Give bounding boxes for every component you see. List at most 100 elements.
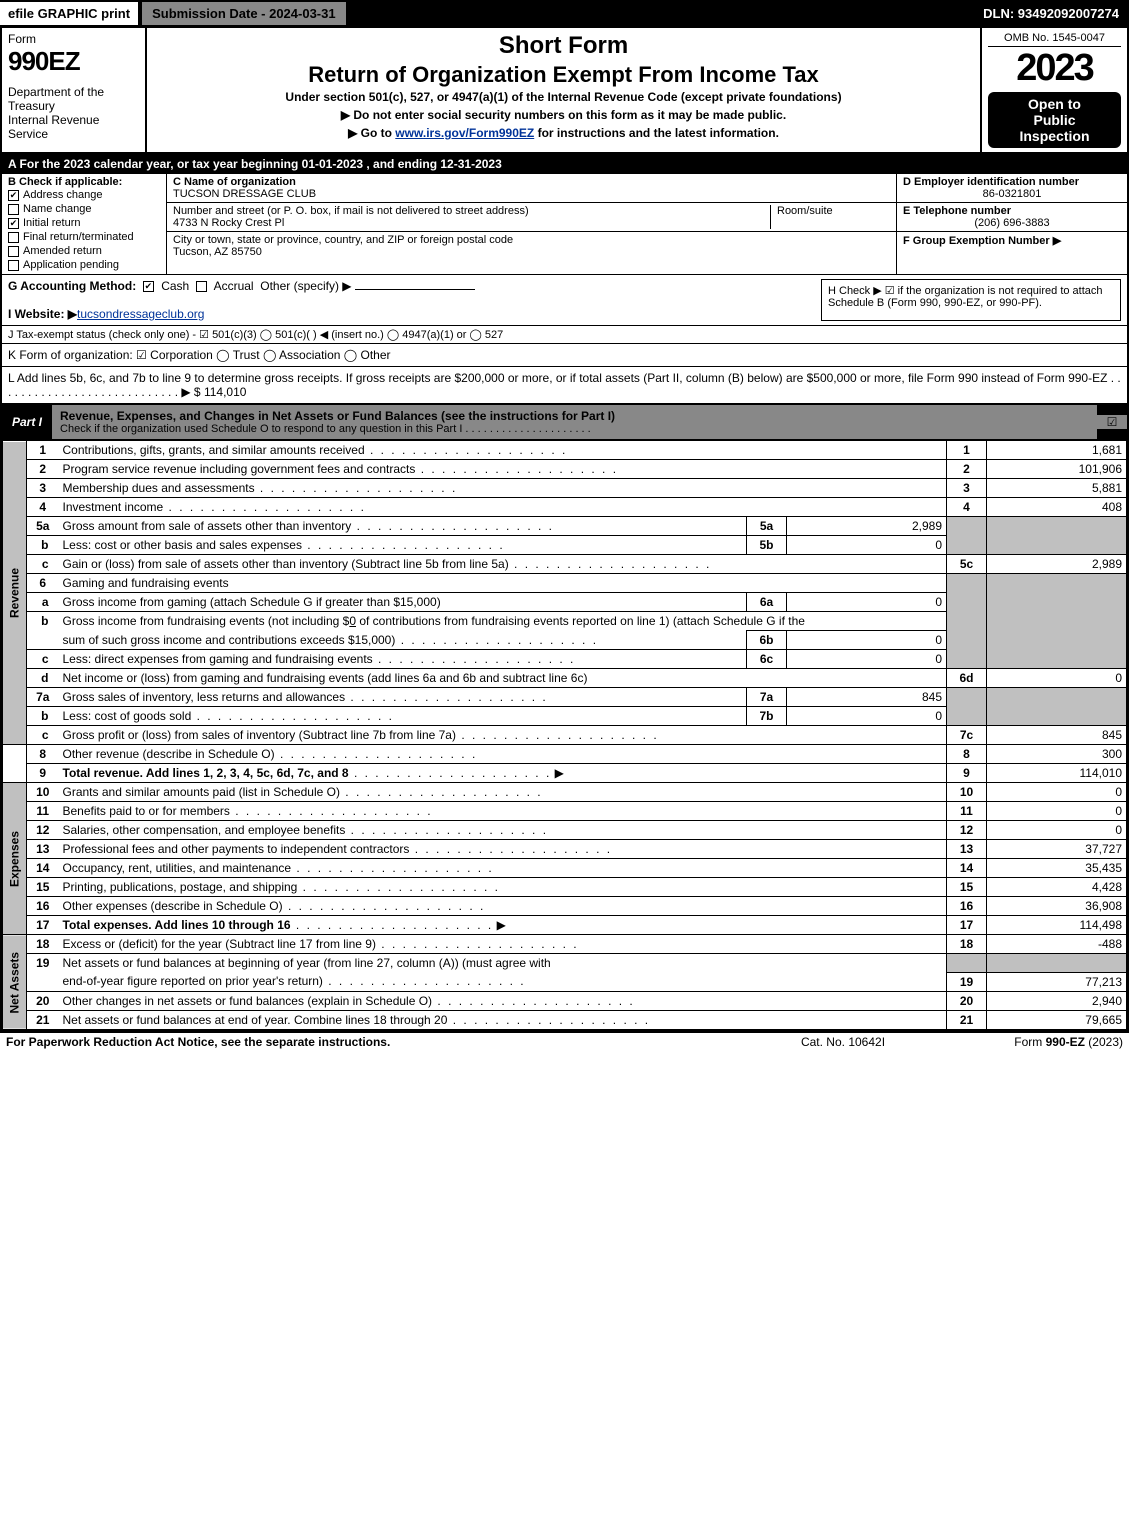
ln19-num: 19 <box>27 954 59 992</box>
other-specify-line[interactable] <box>355 289 475 290</box>
ln7ab-greyval <box>987 688 1127 726</box>
i-label: I Website: ▶ <box>8 307 77 321</box>
line-21: 21 Net assets or fund balances at end of… <box>3 1010 1127 1029</box>
dln-number: DLN: 93492092007274 <box>973 2 1129 25</box>
chk-pending[interactable] <box>8 260 19 271</box>
line-2: 2 Program service revenue including gove… <box>3 460 1127 479</box>
ln15-val: 4,428 <box>987 878 1127 897</box>
line-12: 12 Salaries, other compensation, and emp… <box>3 821 1127 840</box>
public: Public <box>992 112 1117 128</box>
ln4-desc: Investment income <box>63 500 366 514</box>
part1-sub: Check if the organization used Schedule … <box>60 423 1089 435</box>
ln2-desc: Program service revenue including govern… <box>63 462 619 476</box>
chk-accrual[interactable] <box>196 281 207 292</box>
ln5ab-grey <box>947 517 987 555</box>
line-16: 16 Other expenses (describe in Schedule … <box>3 897 1127 916</box>
ln6d-val: 0 <box>987 669 1127 688</box>
ln10-outnum: 10 <box>947 783 987 802</box>
ln7a-num: 7a <box>27 688 59 707</box>
form-ref-pre: Form <box>1014 1035 1045 1049</box>
ln6a-desc: Gross income from gaming (attach Schedul… <box>59 593 747 612</box>
addr-label: Number and street (or P. O. box, if mail… <box>173 205 770 217</box>
ln6d-num: d <box>27 669 59 688</box>
header-right: OMB No. 1545-0047 2023 Open to Public In… <box>982 28 1127 152</box>
side-revenue: Revenue <box>3 441 27 745</box>
section-def: D Employer identification number 86-0321… <box>897 174 1127 274</box>
goto-pre: ▶ Go to <box>348 126 395 140</box>
form-ref-bold: 990-EZ <box>1046 1035 1085 1049</box>
ln3-desc: Membership dues and assessments <box>63 481 458 495</box>
h-box: H Check ▶ ☑ if the organization is not r… <box>821 279 1121 321</box>
phone: (206) 696-3883 <box>903 217 1121 229</box>
line-4: 4 Investment income 4 408 <box>3 498 1127 517</box>
section-b: B Check if applicable: Address change Na… <box>2 174 167 274</box>
under-section: Under section 501(c), 527, or 4947(a)(1)… <box>155 90 972 104</box>
c-label: C Name of organization <box>173 176 890 188</box>
g-label: G Accounting Method: <box>8 279 136 293</box>
ln19-desc2: end-of-year figure reported on prior yea… <box>63 974 526 988</box>
row-g: G Accounting Method: Cash Accrual Other … <box>2 275 1127 326</box>
ln11-num: 11 <box>27 802 59 821</box>
ln17-desc: Total expenses. Add lines 10 through 16 <box>63 918 291 932</box>
ln7ab-grey <box>947 688 987 726</box>
form-header: Form 990EZ Department of the Treasury In… <box>2 28 1127 154</box>
ln20-num: 20 <box>27 991 59 1010</box>
cat-no: Cat. No. 10642I <box>743 1035 943 1049</box>
ln6b-d1c: of contributions from fundraising events… <box>356 614 805 628</box>
chk-name-change[interactable] <box>8 204 19 215</box>
org-name: TUCSON DRESSAGE CLUB <box>173 188 890 200</box>
ln11-val: 0 <box>987 802 1127 821</box>
chk-final-return[interactable] <box>8 232 19 243</box>
ln7a-inval: 845 <box>787 688 947 707</box>
line-9: 9 Total revenue. Add lines 1, 2, 3, 4, 5… <box>3 764 1127 783</box>
dept-treasury: Department of the Treasury <box>8 85 139 113</box>
open-to: Open to <box>992 96 1117 112</box>
chk-initial-return[interactable] <box>8 218 19 229</box>
ln7a-desc: Gross sales of inventory, less returns a… <box>63 690 548 704</box>
header-left: Form 990EZ Department of the Treasury In… <box>2 28 147 152</box>
lbl-name-change: Name change <box>23 203 92 215</box>
ln12-val: 0 <box>987 821 1127 840</box>
efile-print-label[interactable]: efile GRAPHIC print <box>0 2 138 25</box>
submission-date: Submission Date - 2024-03-31 <box>142 2 346 25</box>
ln5b-in: 5b <box>747 536 787 555</box>
irs-link[interactable]: www.irs.gov/Form990EZ <box>395 126 534 140</box>
line-13: 13 Professional fees and other payments … <box>3 840 1127 859</box>
bullet-goto: ▶ Go to www.irs.gov/Form990EZ for instru… <box>155 126 972 140</box>
city-label: City or town, state or province, country… <box>173 234 890 246</box>
ln13-num: 13 <box>27 840 59 859</box>
ln7c-outnum: 7c <box>947 726 987 745</box>
ln12-outnum: 12 <box>947 821 987 840</box>
ln19-val: 77,213 <box>987 972 1127 991</box>
line-20: 20 Other changes in net assets or fund b… <box>3 991 1127 1010</box>
line-18: Net Assets 18 Excess or (deficit) for th… <box>3 935 1127 954</box>
ln21-desc: Net assets or fund balances at end of ye… <box>63 1013 651 1027</box>
lbl-address-change: Address change <box>23 189 103 201</box>
ln12-desc: Salaries, other compensation, and employ… <box>63 823 549 837</box>
ln14-val: 35,435 <box>987 859 1127 878</box>
chk-cash[interactable] <box>143 281 154 292</box>
ln6-greyval <box>987 574 1127 669</box>
line-6d: d Net income or (loss) from gaming and f… <box>3 669 1127 688</box>
part1-header: Part I Revenue, Expenses, and Changes in… <box>2 405 1127 440</box>
ln14-outnum: 14 <box>947 859 987 878</box>
part1-table: Revenue 1 Contributions, gifts, grants, … <box>2 440 1127 1030</box>
ln15-num: 15 <box>27 878 59 897</box>
b-title: B Check if applicable: <box>8 176 160 188</box>
ln2-val: 101,906 <box>987 460 1127 479</box>
chk-address-change[interactable] <box>8 190 19 201</box>
part1-title: Revenue, Expenses, and Changes in Net As… <box>52 405 1097 439</box>
ln9-outnum: 9 <box>947 764 987 783</box>
ln6b-d1: Gross income from fundraising events (no… <box>63 614 350 628</box>
ln6b-num: b <box>27 612 59 650</box>
part1-check[interactable]: ☑ <box>1097 415 1127 429</box>
ln6b-inval: 0 <box>787 631 947 650</box>
ln8-desc: Other revenue (describe in Schedule O) <box>63 747 478 761</box>
ln21-outnum: 21 <box>947 1010 987 1029</box>
chk-amended[interactable] <box>8 246 19 257</box>
ln19-desc: Net assets or fund balances at beginning… <box>59 954 947 973</box>
paperwork-notice: For Paperwork Reduction Act Notice, see … <box>6 1035 743 1049</box>
ln1-val: 1,681 <box>987 441 1127 460</box>
website-link[interactable]: tucsondressageclub.org <box>77 307 204 321</box>
d-label: D Employer identification number <box>903 176 1121 188</box>
